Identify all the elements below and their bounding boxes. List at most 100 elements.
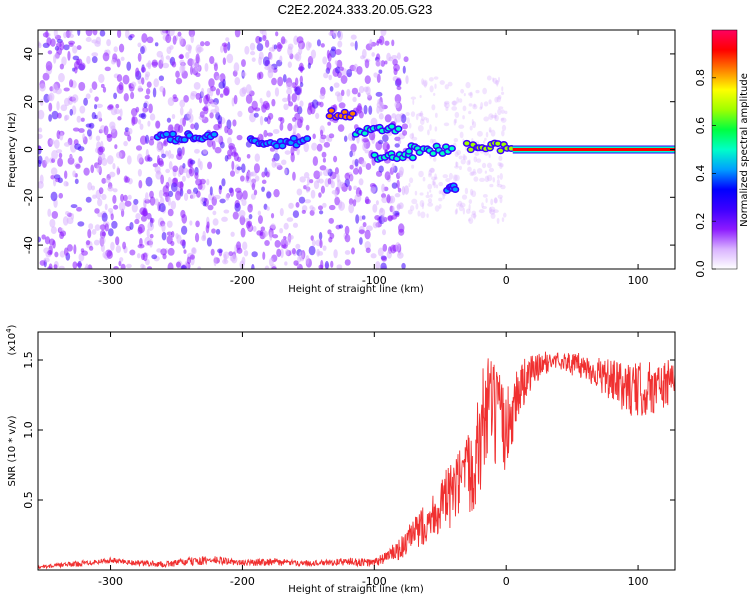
noise-speck xyxy=(72,45,78,54)
noise-speck xyxy=(318,232,323,241)
noise-speck xyxy=(299,82,304,88)
noise-speck xyxy=(167,97,175,107)
noise-speck xyxy=(373,72,378,78)
noise-speck xyxy=(365,162,372,170)
noise-speck xyxy=(488,154,491,159)
noise-speck xyxy=(241,59,246,68)
noise-speck xyxy=(417,112,424,117)
colorbar-tick-label: 0.4 xyxy=(694,165,707,183)
noise-speck xyxy=(126,155,132,165)
noise-speck xyxy=(344,172,351,180)
noise-speck xyxy=(182,117,186,127)
noise-speck xyxy=(100,83,105,89)
noise-speck xyxy=(287,123,293,132)
noise-speck xyxy=(195,72,201,78)
noise-speck xyxy=(496,183,503,188)
noise-speck xyxy=(429,138,434,144)
noise-speck xyxy=(380,60,386,67)
noise-speck xyxy=(490,198,494,206)
noise-speck xyxy=(291,82,297,89)
noise-speck xyxy=(39,98,44,107)
noise-speck xyxy=(489,206,496,212)
noise-speck xyxy=(468,218,471,222)
noise-speck xyxy=(79,105,86,114)
noise-speck xyxy=(46,37,52,46)
noise-speck xyxy=(468,110,472,115)
noise-speck xyxy=(154,42,159,47)
noise-speck xyxy=(266,191,272,199)
noise-speck xyxy=(319,171,323,176)
noise-speck xyxy=(376,73,381,83)
noise-speck xyxy=(253,189,258,196)
noise-speck xyxy=(76,115,82,123)
noise-speck xyxy=(63,31,67,39)
spectrogram-y-ticks: -40 -20 0 20 40 xyxy=(22,47,675,254)
noise-speck xyxy=(417,210,421,217)
noise-speck xyxy=(71,94,79,103)
noise-speck xyxy=(445,178,451,183)
noise-speck xyxy=(237,110,243,118)
noise-speck xyxy=(280,248,284,259)
noise-speck xyxy=(467,166,472,172)
noise-speck xyxy=(305,183,309,193)
noise-speck xyxy=(327,52,332,62)
noise-speck xyxy=(452,174,458,182)
noise-speck xyxy=(470,171,477,176)
noise-speck xyxy=(497,162,501,167)
feature-blob-core xyxy=(395,126,401,131)
noise-speck xyxy=(362,142,367,151)
noise-speck xyxy=(129,249,136,256)
feature-blob-core xyxy=(372,153,378,158)
noise-speck xyxy=(175,70,180,79)
noise-speck xyxy=(38,42,42,49)
noise-speck xyxy=(210,101,218,108)
noise-speck xyxy=(293,104,299,113)
noise-speck xyxy=(318,192,322,198)
noise-speck xyxy=(504,110,508,115)
noise-speck xyxy=(381,183,386,193)
noise-speck xyxy=(485,131,489,138)
noise-speck xyxy=(278,117,283,122)
noise-speck xyxy=(244,45,250,55)
noise-speck xyxy=(214,105,220,114)
noise-speck xyxy=(94,224,101,231)
noise-speck xyxy=(158,203,166,213)
noise-speck xyxy=(434,83,437,89)
noise-speck xyxy=(358,215,363,221)
noise-speck xyxy=(481,202,484,208)
noise-speck xyxy=(296,147,300,156)
noise-speck xyxy=(218,81,225,89)
feature-blob-core xyxy=(279,143,285,148)
noise-speck xyxy=(346,68,353,78)
noise-speck xyxy=(337,124,345,132)
noise-speck xyxy=(64,170,68,179)
noise-speck xyxy=(131,203,138,213)
noise-speck xyxy=(133,198,139,205)
noise-speck xyxy=(224,154,229,162)
noise-speck xyxy=(146,212,152,220)
noise-speck xyxy=(110,125,116,133)
noise-speck xyxy=(219,185,223,190)
noise-speck xyxy=(77,221,85,227)
noise-speck xyxy=(492,209,499,214)
noise-speck xyxy=(148,103,153,114)
noise-speck xyxy=(144,94,150,100)
noise-speck xyxy=(97,198,103,207)
noise-speck xyxy=(143,102,148,109)
noise-speck xyxy=(431,139,437,145)
noise-speck xyxy=(72,55,80,61)
noise-speck xyxy=(181,213,188,224)
noise-speck xyxy=(148,138,155,146)
noise-speck xyxy=(322,202,327,208)
noise-speck xyxy=(303,172,310,179)
noise-speck xyxy=(320,43,325,48)
noise-speck xyxy=(191,59,196,68)
page-title: C2E2.2024.333.20.05.G23 xyxy=(277,2,433,17)
noise-speck xyxy=(432,92,436,96)
noise-speck xyxy=(311,142,318,151)
x-tick-label: -300 xyxy=(98,274,123,287)
noise-speck xyxy=(53,264,58,269)
noise-speck xyxy=(181,225,188,235)
feature-blob-core xyxy=(410,155,416,160)
noise-speck xyxy=(58,192,64,199)
